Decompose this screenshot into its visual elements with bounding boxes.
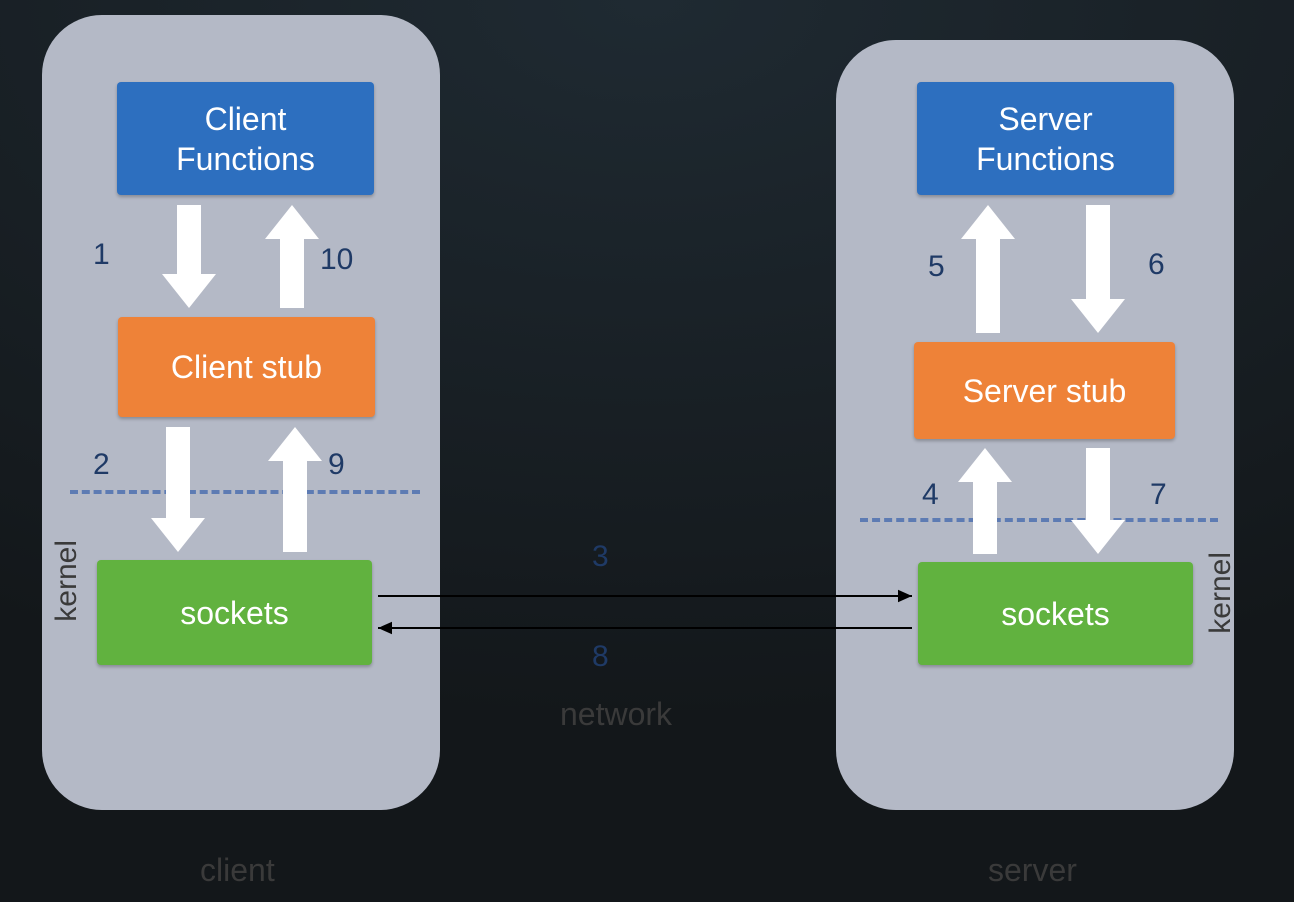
step-label-10: 10 [320,243,353,277]
step-label-7: 7 [1150,478,1167,512]
server-stub-box: Server stub [914,342,1175,439]
kernel-server-label: kernel [1204,552,1238,634]
step-label-3: 3 [592,540,609,574]
server-stub-box-label: Server stub [963,371,1127,411]
server-caption: server [988,852,1077,889]
client-functions-box: Client Functions [117,82,374,195]
client-stub-box-label: Client stub [171,347,322,387]
client-kernel-boundary [70,490,420,494]
step-label-6: 6 [1148,248,1165,282]
diagram-stage: Client Functions Client stub sockets Server… [0,0,1294,902]
step-label-5: 5 [928,250,945,284]
server-sockets-box-label: sockets [1001,594,1109,634]
network-caption: network [560,696,672,733]
client-sockets-box-label: sockets [180,593,288,633]
step-label-9: 9 [328,448,345,482]
step-label-1: 1 [93,238,110,272]
step-label-4: 4 [922,478,939,512]
network-arrow-to-client [378,622,912,635]
kernel-client-label: kernel [50,540,84,622]
server-functions-box: Server Functions [917,82,1174,195]
step-label-2: 2 [93,448,110,482]
client-caption: client [200,852,275,889]
server-kernel-boundary [860,518,1218,522]
network-arrow-to-server [378,590,912,603]
client-functions-box-label: Client Functions [176,99,315,179]
server-sockets-box: sockets [918,562,1193,665]
server-functions-box-label: Server Functions [976,99,1115,179]
client-stub-box: Client stub [118,317,375,417]
step-label-8: 8 [592,640,609,674]
client-sockets-box: sockets [97,560,372,665]
